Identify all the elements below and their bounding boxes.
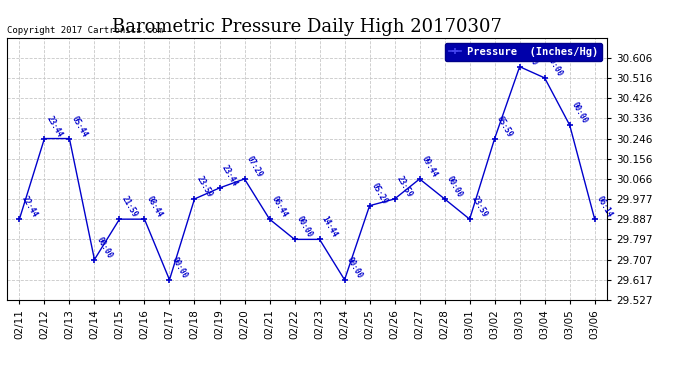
Text: 14:44: 14:44 [319, 215, 339, 239]
Text: 00:00: 00:00 [344, 255, 364, 280]
Text: 09:44: 09:44 [420, 154, 439, 179]
Text: 00:00: 00:00 [95, 235, 114, 260]
Title: Barometric Pressure Daily High 20170307: Barometric Pressure Daily High 20170307 [112, 18, 502, 36]
Text: 00:00: 00:00 [544, 53, 564, 78]
Text: 07:29: 07:29 [244, 154, 264, 179]
Text: 23:59: 23:59 [395, 174, 414, 199]
Text: Copyright 2017 Cartronics.com: Copyright 2017 Cartronics.com [7, 26, 163, 35]
Text: 22:44: 22:44 [19, 195, 39, 219]
Text: 23:59: 23:59 [470, 195, 489, 219]
Text: 21:59: 21:59 [119, 195, 139, 219]
Text: 23:59: 23:59 [195, 174, 214, 199]
Text: 65:59: 65:59 [495, 114, 514, 138]
Text: 23:44: 23:44 [219, 164, 239, 188]
Text: 05:44: 05:44 [70, 114, 89, 138]
Text: 06:44: 06:44 [270, 195, 289, 219]
Text: 00:00: 00:00 [444, 174, 464, 199]
Text: 00:00: 00:00 [570, 100, 589, 125]
Text: 23:44: 23:44 [44, 114, 63, 138]
Text: 08:44: 08:44 [144, 195, 164, 219]
Text: 06:14: 06:14 [595, 195, 614, 219]
Text: 00:00: 00:00 [170, 255, 189, 280]
Legend: Pressure  (Inches/Hg): Pressure (Inches/Hg) [444, 43, 602, 61]
Text: 09:00: 09:00 [520, 42, 539, 67]
Text: 05:29: 05:29 [370, 181, 389, 206]
Text: 00:00: 00:00 [295, 215, 314, 239]
